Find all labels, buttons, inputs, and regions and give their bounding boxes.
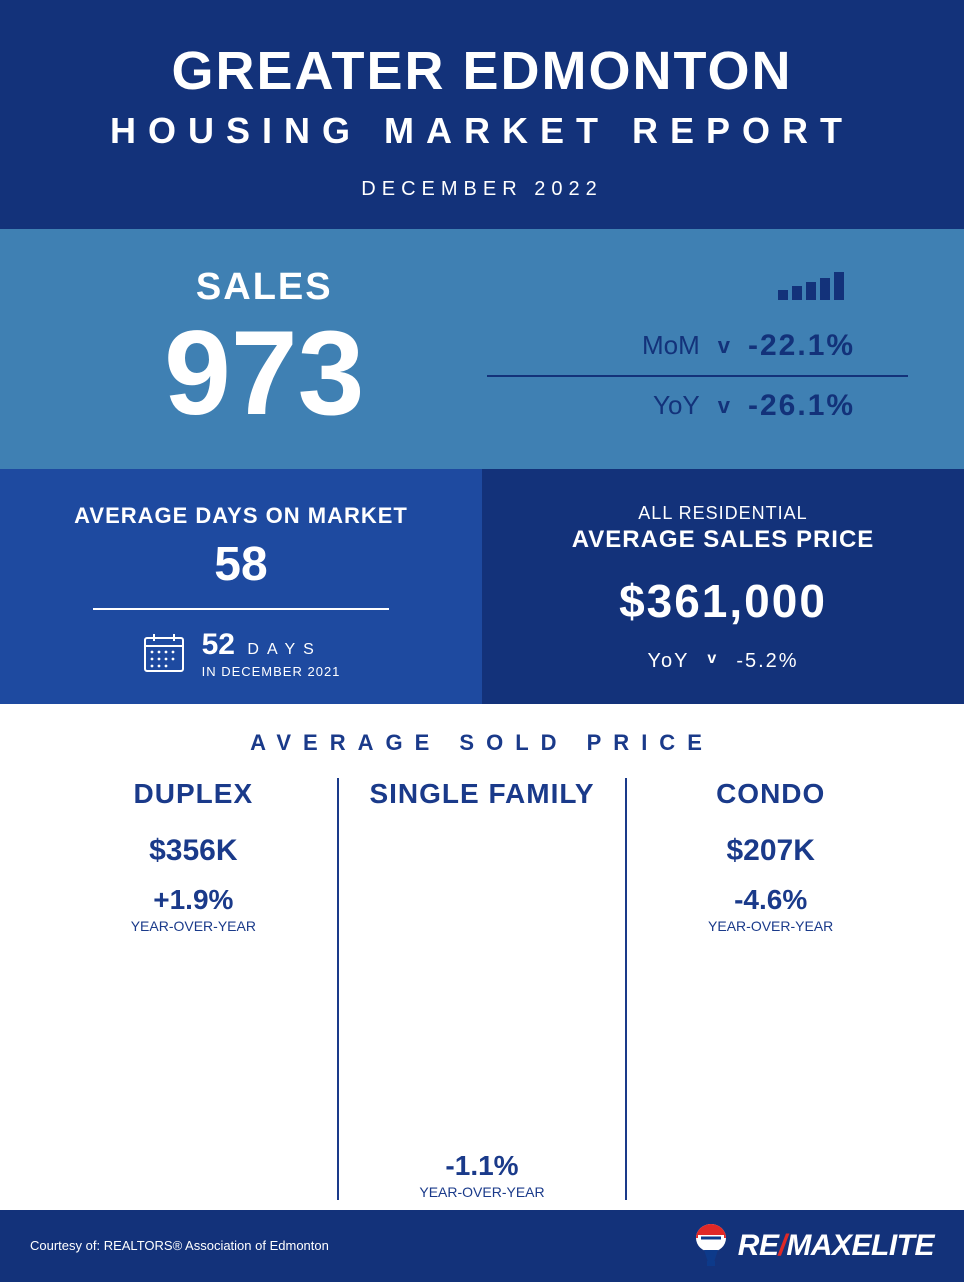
col-delta: -1.1% xyxy=(339,1150,626,1182)
adom-label: AVERAGE DAYS ON MARKET xyxy=(30,503,452,529)
down-arrow-icon: v xyxy=(718,393,730,419)
pricing-col-single-family: SINGLE FAMILY $457K -1.1% YEAR-OVER-YEAR xyxy=(337,778,628,1200)
pricing-panel: AVERAGE SOLD PRICE DUPLEX $356K +1.9% YE… xyxy=(0,704,964,1210)
col-delta: -4.6% xyxy=(627,884,914,916)
title-date: DECEMBER 2022 xyxy=(20,178,944,201)
pricing-columns: DUPLEX $356K +1.9% YEAR-OVER-YEAR SINGLE… xyxy=(30,778,934,1200)
adom-prev: 52 DAYS IN DECEMBER 2021 xyxy=(30,626,452,680)
balloon-icon xyxy=(694,1224,728,1268)
asp-line1: ALL RESIDENTIAL xyxy=(512,503,934,524)
footer: Courtesy of: REALTORS® Association of Ed… xyxy=(0,1210,964,1282)
col-price: $207K xyxy=(627,834,914,868)
mid-panels: AVERAGE DAYS ON MARKET 58 xyxy=(0,469,964,704)
days-on-market-panel: AVERAGE DAYS ON MARKET 58 xyxy=(0,469,482,704)
col-price: $457K xyxy=(339,844,626,1134)
title-main: GREATER EDMONTON xyxy=(20,40,944,102)
metric-divider xyxy=(487,375,908,377)
col-delta: +1.9% xyxy=(50,884,337,916)
metric-yoy: YoY v -26.1% xyxy=(487,379,908,433)
adom-prev-text: 52 DAYS IN DECEMBER 2021 xyxy=(202,626,341,680)
sales-metrics: MoM v -22.1% YoY v -26.1% xyxy=(457,266,908,433)
pricing-title: AVERAGE SOLD PRICE xyxy=(30,730,934,756)
brand-text: RE/MAXELITE xyxy=(738,1229,934,1263)
title-sub: HOUSING MARKET REPORT xyxy=(20,110,944,152)
brand: RE/MAXELITE xyxy=(694,1224,934,1268)
brand-post: ELITE xyxy=(851,1229,934,1262)
col-sub: YEAR-OVER-YEAR xyxy=(339,1184,626,1200)
asp-yoy: YoY v -5.2% xyxy=(512,650,934,673)
mom-label: MoM xyxy=(642,330,700,361)
adom-divider xyxy=(93,608,388,610)
sales-label: SALES xyxy=(72,266,457,309)
asp-line2: AVERAGE SALES PRICE xyxy=(512,526,934,554)
sales-left: SALES 973 xyxy=(72,266,457,433)
yoy-value: -26.1% xyxy=(748,389,908,423)
col-type: SINGLE FAMILY xyxy=(339,778,626,810)
adom-value: 58 xyxy=(30,537,452,592)
bar-chart-icon xyxy=(487,266,908,305)
adom-prev-unit: DAYS xyxy=(247,641,321,658)
brand-pre: RE xyxy=(738,1229,779,1262)
asp-yoy-label: YoY xyxy=(647,650,689,673)
adom-prev-sub: IN DECEMBER 2021 xyxy=(202,664,341,680)
asp-yoy-value: -5.2% xyxy=(736,650,798,673)
down-arrow-icon: v xyxy=(718,333,730,359)
brand-slash: / xyxy=(778,1229,786,1262)
col-type: CONDO xyxy=(627,778,914,810)
pricing-col-condo: CONDO $207K -4.6% YEAR-OVER-YEAR xyxy=(627,778,914,1200)
adom-prev-value: 52 xyxy=(202,626,235,664)
yoy-label: YoY xyxy=(653,390,700,421)
sales-value: 973 xyxy=(72,313,457,433)
pricing-col-duplex: DUPLEX $356K +1.9% YEAR-OVER-YEAR xyxy=(50,778,337,1200)
col-sub: YEAR-OVER-YEAR xyxy=(627,918,914,934)
mom-value: -22.1% xyxy=(748,329,908,363)
col-sub: YEAR-OVER-YEAR xyxy=(50,918,337,934)
brand-mid: MAX xyxy=(786,1229,851,1262)
metric-mom: MoM v -22.1% xyxy=(487,319,908,373)
calendar-icon xyxy=(142,631,186,675)
col-type: DUPLEX xyxy=(50,778,337,810)
sales-panel: SALES 973 MoM v -22.1% YoY v xyxy=(0,229,964,469)
avg-sales-price-panel: ALL RESIDENTIAL AVERAGE SALES PRICE $361… xyxy=(482,469,964,704)
infographic-page: GREATER EDMONTON HOUSING MARKET REPORT D… xyxy=(0,0,964,1200)
asp-value: $361,000 xyxy=(512,574,934,628)
courtesy-text: Courtesy of: REALTORS® Association of Ed… xyxy=(30,1238,329,1253)
down-arrow-icon: v xyxy=(707,650,718,673)
col-price: $356K xyxy=(50,834,337,868)
header: GREATER EDMONTON HOUSING MARKET REPORT D… xyxy=(0,0,964,229)
